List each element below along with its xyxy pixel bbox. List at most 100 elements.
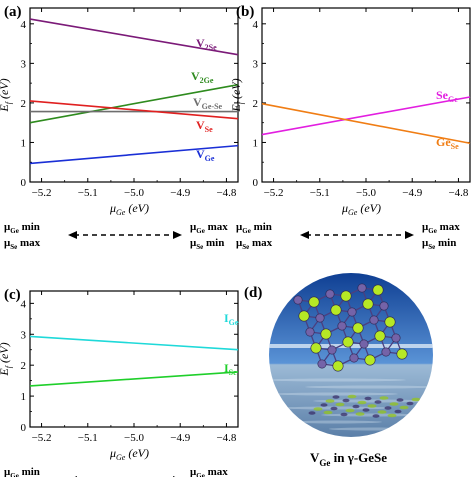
se-atom [364,354,376,366]
x-axis-label: μGe (eV) [109,446,149,462]
lattice-reflection [394,409,402,414]
se-atom [340,290,352,302]
x-axis-label: μGe (eV) [109,201,149,217]
y-tick-label: 3 [21,58,27,70]
ge-atom [391,333,401,343]
water-ripple [305,385,433,389]
arrow-head-left [300,231,309,239]
ge-atom [325,289,335,299]
se-atom [332,360,344,372]
chart-panel-1: (a) 0 1 2 3 4 −5.2 −5.1 −5.0 −4.9 −4.8 Ef (eV) μGe (… [0,4,239,251]
y-tick-label: 0 [21,177,27,189]
series-line-i-ge [29,335,239,351]
ge-atom [327,345,337,355]
se-atom [320,328,332,340]
lattice-reflection [323,410,333,415]
arrow-label-right-top: μGe max [190,466,228,477]
chart-panel-2: (b) 0 1 2 3 4 −5.2 −5.1 −5.0 −4.9 −4.8 Ef (eV) μGe (… [229,4,471,251]
panel-d-illustration: (d) VGe in γ-GeSe [244,273,433,468]
lattice-reflection [357,400,367,405]
lattice-reflection [330,406,338,411]
lattice-reflection [372,414,380,418]
y-tick-label: 3 [253,58,259,70]
lattice-reflection [347,394,357,399]
se-atom [308,296,320,308]
series-label-v-2se: V2Se [196,36,217,52]
y-tick-label: 0 [21,422,27,434]
lattice-reflection [355,412,365,416]
series-label-i-ge: IGe [224,311,239,327]
x-tick-label: −5.0 [356,187,376,199]
arrow-label-right-top: μGe max [422,221,460,235]
lattice-reflection [332,395,340,399]
x-tick-label: −5.1 [310,187,330,199]
water-ripple [321,413,421,417]
se-atom [374,330,386,342]
y-axis-label: Ef (eV) [0,78,13,112]
series-line-v-se [29,100,239,120]
se-atom [396,348,408,360]
lattice-reflection [384,406,392,410]
x-tick-label: −4.9 [170,432,190,444]
ge-atom [315,313,325,323]
ge-atom [347,307,357,317]
y-tick-label: 4 [21,298,27,310]
series-line-v-2ge [29,83,239,124]
x-tick-label: −5.2 [32,187,52,199]
arrow-head-left [68,231,77,239]
y-tick-label: 1 [253,137,259,149]
lattice-reflection [374,400,382,404]
series-label-se-ge: SeGe [436,88,458,104]
x-tick-label: −5.0 [124,187,144,199]
y-tick-label: 2 [21,98,27,110]
series-label-i-se: ISe [224,361,237,377]
lattice-reflection [313,407,323,411]
ge-atom [293,295,303,305]
y-axis-label: Ef (eV) [0,342,13,376]
panel-label: (d) [244,285,262,301]
panel-d-caption: VGe in γ-GeSe [310,450,387,468]
arrow-label-right-top: μGe max [190,221,228,235]
series-label-v-se: VSe [196,118,213,134]
ge-atom [337,321,347,331]
lattice-reflection [320,403,328,407]
x-tick-label: −4.8 [216,187,236,199]
lattice-reflection [342,398,350,403]
lattice-reflection [364,396,372,401]
arrow-label-left-top: μGe min [4,221,40,235]
lattice-reflection [335,402,345,407]
series-label-v-ge-se: VGe-Se [193,95,223,111]
y-tick-label: 4 [253,19,259,31]
ge-atom [305,327,315,337]
se-atom [362,298,374,310]
arrow-label-right-bottom: μSe min [422,237,456,251]
se-atom [310,342,322,354]
se-atom [298,310,310,322]
disc-contents [269,283,433,431]
y-tick-label: 0 [253,177,259,189]
water-ripple [269,378,406,382]
lattice-reflection [396,398,404,402]
y-axis-label: Ef (eV) [229,78,245,112]
panel-label: (a) [4,4,22,20]
ge-atom [349,353,359,363]
ge-atom [359,339,369,349]
arrow-head-right [173,231,182,239]
x-tick-label: −5.2 [32,432,52,444]
x-axis-label: μGe (eV) [341,201,381,217]
series-line-se-ge [261,96,471,136]
x-tick-label: −4.8 [448,187,468,199]
y-tick-label: 1 [21,137,27,149]
se-atom [342,336,354,348]
y-tick-label: 2 [21,360,27,372]
x-tick-label: −4.8 [216,432,236,444]
series-line-i-se [29,371,239,387]
y-tick-label: 1 [21,391,27,403]
y-tick-label: 2 [253,98,259,110]
series-label-v-ge: VGe [196,147,215,163]
lattice-reflection [379,396,389,400]
ge-atom [357,283,367,293]
panel-label: (c) [4,287,21,303]
series-label-v-2ge: V2Ge [191,69,214,85]
